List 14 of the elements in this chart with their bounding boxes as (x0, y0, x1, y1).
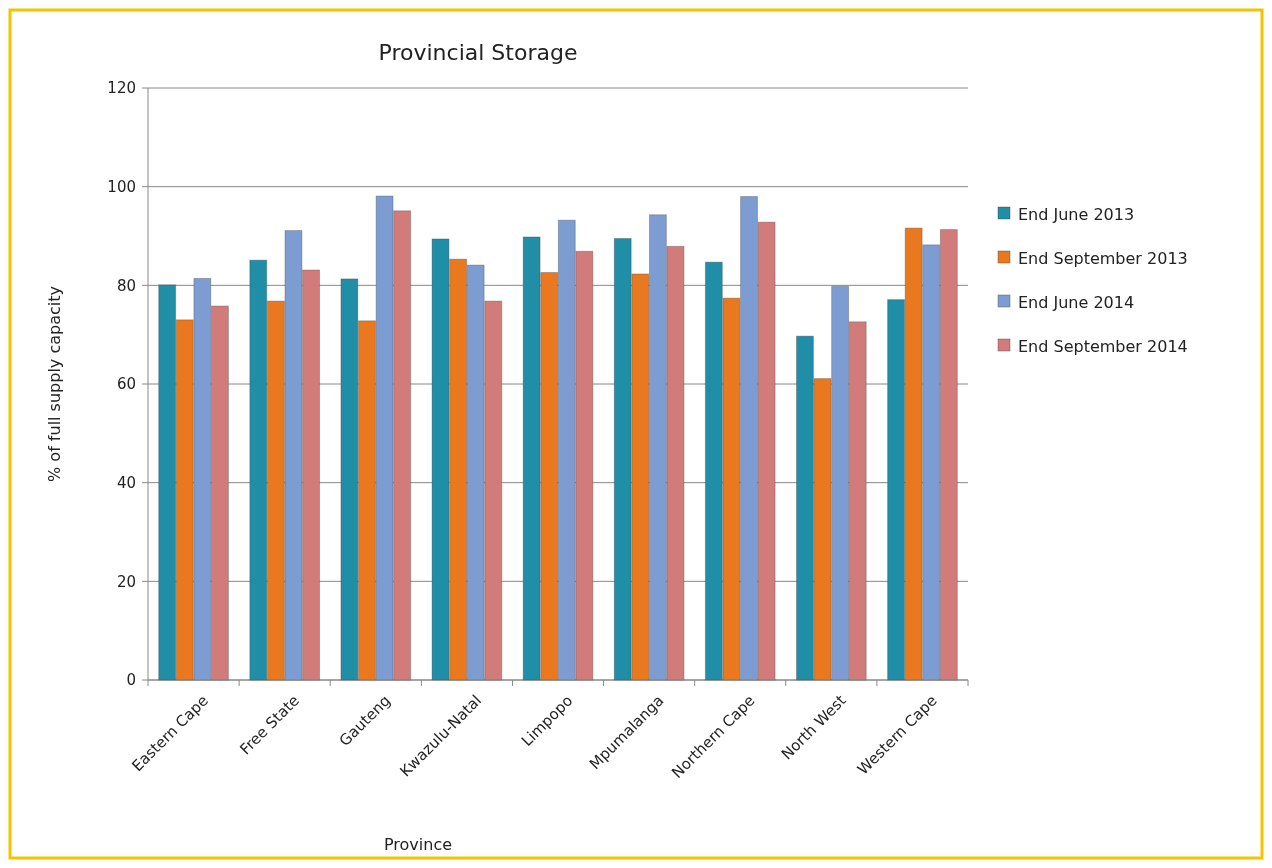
x-axis-title: Province (383, 835, 453, 854)
y-tick-label: 120 (107, 79, 136, 98)
y-tick-label: 0 (126, 671, 136, 690)
chart-title: Provincial Storage (378, 40, 578, 65)
legend-label: End June 2013 (1018, 204, 1135, 224)
y-axis-title: % of full supply capacity (45, 286, 64, 482)
legend-label: End September 2014 (1018, 336, 1188, 356)
y-tick-label: 80 (116, 276, 136, 295)
y-tick-label: 100 (107, 177, 136, 196)
legend-label: End June 2014 (1018, 292, 1135, 312)
legend-label: End September 2013 (1018, 248, 1188, 268)
y-tick-label: 40 (116, 473, 136, 492)
y-tick-label: 60 (116, 375, 136, 394)
y-tick-label: 20 (116, 572, 136, 591)
